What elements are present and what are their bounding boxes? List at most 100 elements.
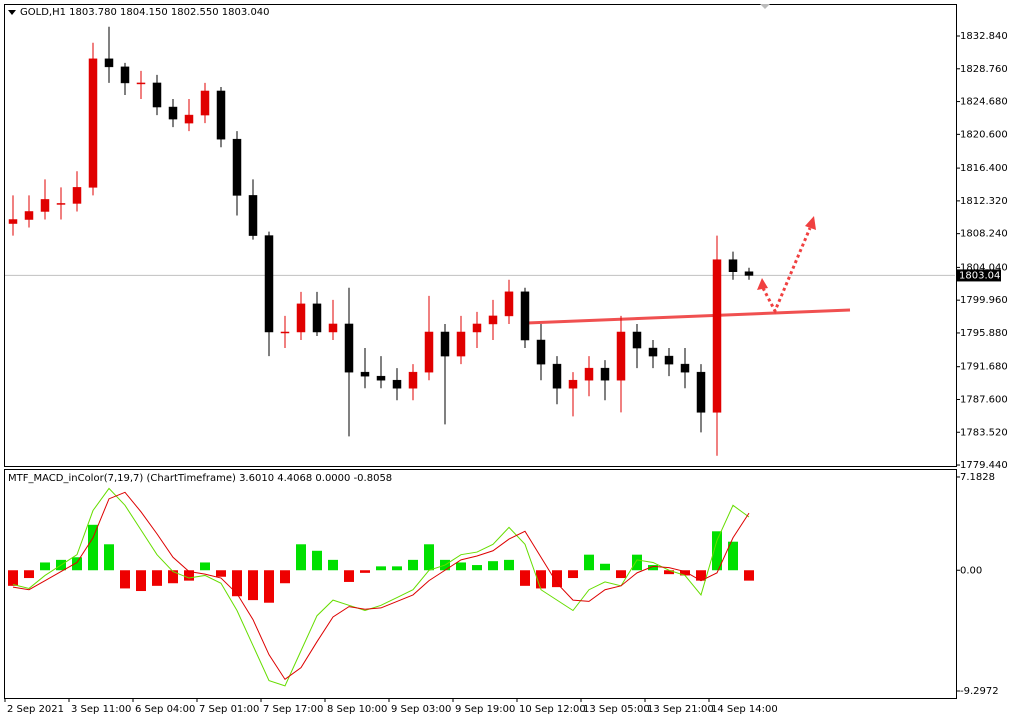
candle-body	[360, 371, 370, 377]
y-tick-label: 1783.520	[960, 427, 1008, 438]
histogram-bar	[88, 524, 98, 571]
y-tick-label: 1808.240	[960, 229, 1008, 240]
forecast-arrow[interactable]	[761, 227, 812, 315]
candle-body	[728, 259, 738, 272]
histogram-bar	[72, 557, 82, 571]
histogram-bar	[392, 566, 402, 571]
candle-body	[104, 58, 114, 68]
histogram-bar	[168, 570, 178, 584]
histogram-bar	[120, 570, 130, 589]
candle-body	[392, 379, 402, 389]
histogram-bar	[312, 550, 322, 571]
candle-body	[24, 211, 34, 220]
candle-body	[568, 379, 578, 389]
candle-body	[88, 58, 98, 188]
candle-body	[376, 375, 386, 381]
x-tick-label: 10 Sep 12:00	[519, 704, 586, 715]
histogram-bar	[280, 570, 290, 584]
candle-body	[600, 367, 610, 381]
y-tick-label: 1832.840	[960, 31, 1008, 42]
histogram-bar	[328, 559, 338, 571]
x-tick-label: 13 Sep 05:00	[583, 704, 650, 715]
candle-body	[584, 367, 594, 381]
y-tick-label: 1799.960	[960, 295, 1008, 306]
histogram-bar	[616, 570, 626, 579]
price-label: 1803.040	[959, 270, 1007, 281]
histogram-bar	[344, 570, 354, 582]
candle-body	[152, 82, 162, 108]
histogram-bar	[152, 570, 162, 586]
y-tick-label: 0.00	[960, 565, 982, 576]
x-tick-label: 9 Sep 03:00	[391, 704, 451, 715]
histogram-bar	[536, 570, 546, 589]
trend-line[interactable]	[526, 308, 851, 325]
candle-body	[72, 187, 82, 204]
candle-body	[552, 363, 562, 389]
candle-body	[440, 331, 450, 357]
histogram-bar	[600, 563, 610, 571]
macd-panel	[4, 469, 957, 699]
candle-body	[664, 355, 674, 365]
candle-body	[488, 315, 498, 325]
macd-line	[12, 491, 750, 681]
histogram-bar	[200, 562, 210, 571]
candle-body	[56, 203, 66, 205]
y-tick-label: -9.2972	[960, 686, 999, 697]
x-tick-label: 13 Sep 21:00	[647, 704, 714, 715]
histogram-bar	[696, 570, 706, 581]
histogram-bar	[376, 566, 386, 571]
arrow-head	[757, 278, 768, 290]
histogram-bar	[8, 570, 18, 586]
candle-body	[120, 66, 130, 84]
histogram-bar	[296, 544, 306, 571]
x-tick-label: 3 Sep 11:00	[71, 704, 131, 715]
y-tick-label: 1791.680	[960, 362, 1008, 373]
y-tick-label: 1779.440	[960, 460, 1008, 471]
histogram-bar	[456, 562, 466, 571]
histogram-bar	[664, 570, 674, 575]
candle-body	[408, 371, 418, 389]
candle-body	[232, 138, 242, 196]
menu-triangle[interactable]	[8, 10, 16, 15]
histogram-bar	[632, 554, 642, 571]
candle-body	[744, 271, 754, 276]
candle-body	[8, 219, 18, 224]
histogram-bar	[104, 544, 114, 571]
histogram-bar	[488, 561, 498, 571]
main-panel	[4, 4, 957, 467]
histogram-bar	[680, 570, 690, 576]
candle-body	[520, 291, 530, 341]
y-tick-label: 7.1828	[960, 472, 995, 483]
candle-body	[632, 331, 642, 349]
histogram-bar	[264, 570, 274, 603]
histogram-bar	[232, 570, 242, 597]
candle-body	[136, 82, 146, 85]
arrow-head	[805, 216, 816, 230]
histogram-bar	[584, 554, 594, 571]
x-tick-label: 14 Sep 14:00	[711, 704, 778, 715]
price-label-box	[956, 269, 1001, 282]
histogram-bar	[648, 565, 658, 571]
candle-body	[264, 235, 274, 333]
candle-body	[712, 259, 722, 413]
x-tick-label: 9 Sep 19:00	[455, 704, 515, 715]
y-tick-label: 1820.600	[960, 129, 1008, 140]
histogram-bar	[248, 570, 258, 601]
candle-body	[200, 90, 210, 116]
histogram-bar	[184, 570, 194, 581]
macd-line	[12, 487, 750, 687]
y-tick-label: 1804.040	[960, 262, 1008, 273]
candle-body	[456, 331, 466, 357]
candle-body	[504, 291, 514, 317]
histogram-bar	[728, 541, 738, 571]
y-tick-label: 1824.680	[960, 97, 1008, 108]
candle-body	[472, 323, 482, 333]
candle-body	[312, 303, 322, 333]
candle-body	[184, 114, 194, 124]
candle-body	[344, 323, 354, 373]
x-tick-label: 7 Sep 17:00	[263, 704, 323, 715]
chart-header: GOLD,H1 1803.780 1804.150 1802.550 1803.…	[20, 7, 270, 18]
candle-body	[616, 331, 626, 381]
